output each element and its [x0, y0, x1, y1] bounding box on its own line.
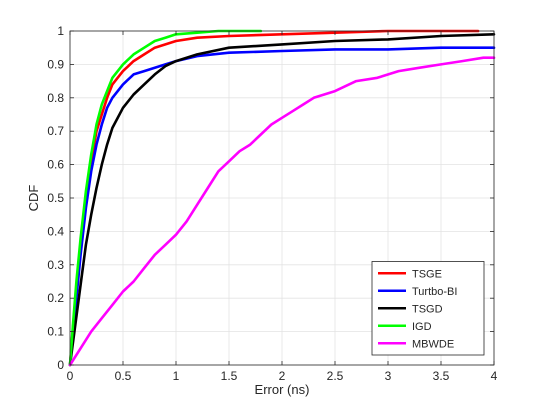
- axis-ticks: 0 0.5 1 1.5 2 2.5 3 3.5 4 0 0.1 0.2 0.3 0.4 0.5 0.6 0.7 0…: [47, 24, 497, 383]
- y-tick-label: 0.2: [47, 291, 64, 305]
- y-tick-label: 0.6: [47, 158, 64, 172]
- x-tick-label: 2.5: [327, 369, 344, 383]
- y-axis-title: CDF: [26, 185, 41, 212]
- y-tick-label: 1: [57, 24, 64, 38]
- x-tick-label: 1: [173, 369, 180, 383]
- y-tick-label: 0: [57, 358, 64, 372]
- legend: TSGE Turtbo-BI TSGD IGD MBWDE: [371, 261, 485, 356]
- y-tick-label: 0.8: [47, 91, 64, 105]
- y-tick-label: 0.9: [47, 57, 64, 71]
- y-tick-label: 0.5: [47, 191, 64, 205]
- legend-label: MBWDE: [412, 338, 454, 350]
- series-line-mbwde: [68, 56, 496, 367]
- y-tick-label: 0.1: [47, 325, 64, 339]
- x-tick-label: 1.5: [221, 369, 238, 383]
- x-tick-label: 0.5: [115, 369, 132, 383]
- legend-label: IGD: [412, 321, 432, 333]
- legend-label: TSGE: [412, 268, 442, 280]
- x-tick-label: 3: [385, 369, 392, 383]
- y-tick-label: 0.4: [47, 224, 64, 238]
- series-line-tsgd: [68, 33, 496, 367]
- y-tick-label: 0.7: [47, 124, 64, 138]
- series-line-turtbo-bi: [68, 46, 496, 367]
- x-tick-label: 3.5: [433, 369, 450, 383]
- legend-label: Turtbo-BI: [412, 286, 457, 298]
- x-tick-label: 0: [67, 369, 74, 383]
- x-tick-label: 2: [279, 369, 286, 383]
- x-tick-label: 4: [491, 369, 498, 383]
- y-tick-label: 0.3: [47, 258, 64, 272]
- x-axis-title: Error (ns): [255, 382, 310, 397]
- legend-label: TSGD: [412, 303, 443, 315]
- series-lines: [68, 29, 496, 367]
